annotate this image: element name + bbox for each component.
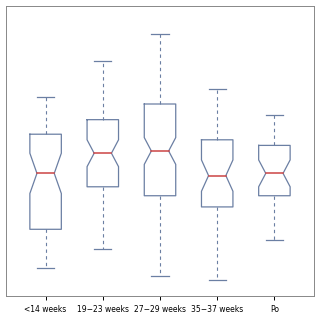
Polygon shape xyxy=(202,140,233,207)
Polygon shape xyxy=(87,120,118,187)
Polygon shape xyxy=(259,145,290,196)
Polygon shape xyxy=(144,104,176,196)
Polygon shape xyxy=(30,134,61,229)
